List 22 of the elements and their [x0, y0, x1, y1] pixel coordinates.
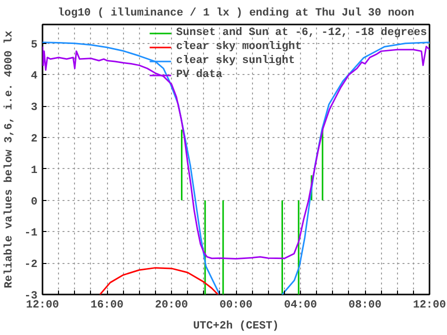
y-tick-label: 4	[30, 70, 38, 83]
x-tick-label: 20:00	[154, 300, 188, 312]
legend-label: clear sky sunlight	[176, 54, 295, 68]
x-tick-label: 08:00	[348, 300, 382, 312]
chart-title: log10 ( illuminance / 1 lx ) ending at Thu Jul 30 noon	[58, 8, 414, 20]
x-tick-label: 04:00	[284, 300, 318, 312]
y-axis-title: Reliable values below 3,6, i.e. 4000 lx	[3, 30, 16, 288]
legend-label: PV data	[176, 68, 222, 82]
x-axis-title: UTC+2h (CEST)	[193, 320, 279, 332]
x-tick-label: 16:00	[90, 300, 124, 312]
y-tick-label: 5	[30, 39, 38, 52]
y-tick-label: 3	[30, 102, 38, 114]
x-tick-label: 00:00	[219, 300, 253, 312]
y-tick-label: 1	[30, 164, 38, 177]
x-tick-label: 12:00	[26, 300, 60, 312]
legend-label: clear sky moonlight	[176, 40, 302, 54]
legend-label: Sunset and Sun at -6, -12, -18 degrees	[176, 26, 427, 40]
y-tick-label: -2	[24, 259, 38, 272]
y-tick-label: 2	[30, 134, 38, 146]
y-tick-label: 0	[30, 196, 38, 208]
x-tick-label: 12:00	[412, 300, 446, 312]
y-tick-label: -1	[24, 228, 38, 240]
